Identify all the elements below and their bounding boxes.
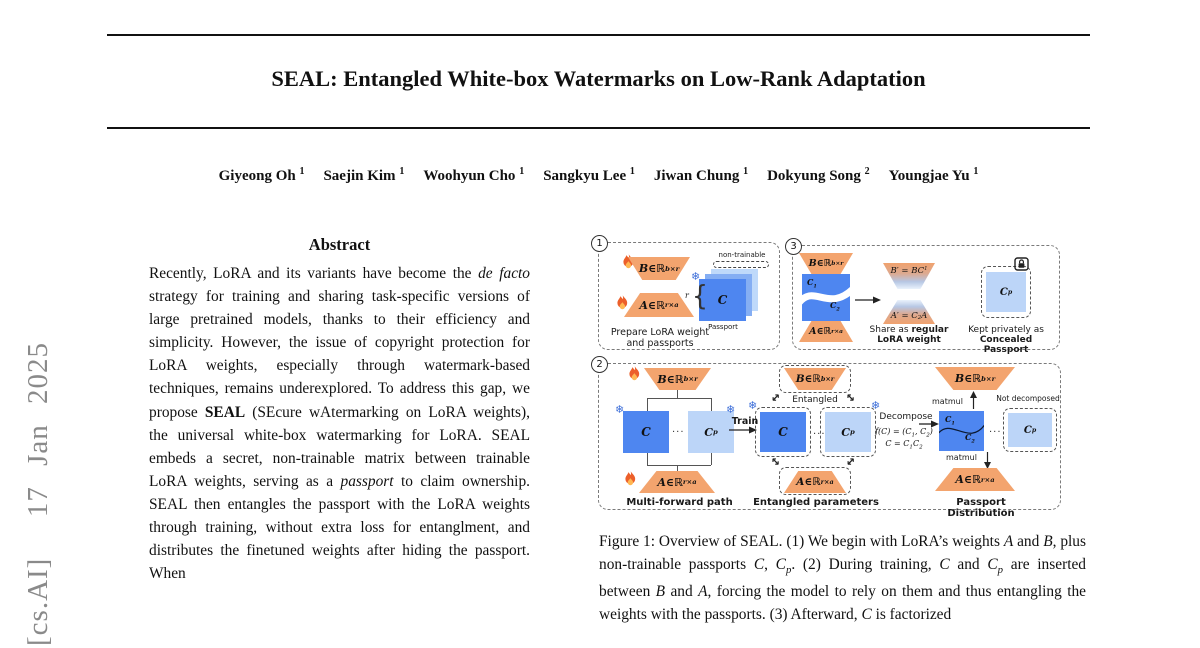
entangled-c-split-graphic [795,274,857,321]
panel-2c-caption: Passport Distribution [947,497,1015,519]
decompose-label: Decompose [879,412,933,422]
entangled-c-outline [755,407,811,457]
matrix-b-label: B ∈ℝ b×r [628,257,690,280]
matrix-b-label: B ∈ℝ b×r [935,367,1015,390]
panel-2-number: 2 [591,356,608,373]
arrow-up-icon [969,391,978,410]
page-title: SEAL: Entangled White-box Watermarks on … [271,66,926,91]
entangled-b-outline [779,365,851,393]
passport-label: Passport [708,323,738,331]
snowflake-icon: ❄ [748,399,758,412]
passport-c-matrix: C [699,279,746,321]
ellipsis: ... [989,424,1002,435]
arxiv-stamp: [cs.AI] 17 Jan 2025 [22,342,54,646]
snowflake-icon: ❄ [691,270,701,283]
c-matrix: C [623,411,669,453]
panel-3-number: 3 [785,238,802,255]
rank-label: r [685,291,689,300]
figure-panel-1: 1 B ∈ℝ b×r A ∈ℝ r×a non-trainable C ❄ r { Pa… [591,235,780,350]
matrix-a-label: A ∈ℝ r×a [624,293,694,317]
connector-line [711,453,712,465]
b-prime-matrix: B′ = BC 1 [883,263,935,289]
ellipsis: ... [672,424,685,435]
kept-caption: Kept privately as Concealed Passport [968,325,1044,355]
connector-line [647,398,711,399]
matrix-a-label: A ∈ℝ r×a [799,321,853,342]
entangle-arrow-icon: ↔ [767,389,784,406]
arrow-right-icon [855,296,881,304]
connector-line [647,465,711,466]
matrix-a-label: A ∈ℝ r×a [639,471,715,493]
non-trainable-bracket [713,261,769,268]
arrow-down-icon [983,452,992,469]
entangled-label: Entangled [792,395,838,405]
matrix-b-label: B ∈ℝ b×r [784,368,846,390]
not-decomposed-label: Not decomposed [996,394,1060,403]
snowflake-icon: ❄ [615,403,625,416]
decomposed-c-graphic [936,411,987,451]
author: Saejin Kim 1 [323,166,405,184]
arrow-right-icon [919,420,939,428]
panel-1-number: 1 [591,235,608,252]
train-label: Train [731,416,759,427]
connector-line [647,453,648,465]
fire-icon [616,295,629,310]
title-rule-bottom [107,127,1090,129]
panel-2a-caption: Multi-forward path [626,497,733,508]
figure-caption: Figure 1: Overview of SEAL. (1) We begin… [599,533,1086,623]
figure-1: 1 B ∈ℝ b×r A ∈ℝ r×a non-trainable C ❄ r { Pa… [591,232,1063,522]
snowflake-icon: ❄ [871,399,881,412]
author: Dokyung Song 2 [767,166,870,184]
snowflake-icon: ❄ [726,403,736,416]
abstract-heading: Abstract [308,235,371,254]
connector-line [677,390,678,398]
share-caption: Share as regular LoRA weight [869,325,949,345]
entangled-a-outline [779,467,851,495]
author-list: Giyeong Oh 1 Saejin Kim 1 Woohyun Cho 1 … [107,166,1090,185]
author: Sangkyu Lee 1 [543,166,635,184]
ellipsis: ... [813,426,826,437]
matrix-a-label: A ∈ℝ r×a [935,468,1015,491]
brace-icon: { [692,279,708,312]
lock-icon [1014,257,1029,271]
author: Youngjae Yu 1 [888,166,979,184]
decompose-formula-1: f(C) = (C1, C2) [875,427,933,439]
connector-line [711,398,712,411]
matmul-up-label: matmul [932,397,963,406]
panel-2b-caption: Entangled parameters [753,497,879,508]
abstract-body: Recently, LoRA and its variants have bec… [149,265,531,583]
connector-line [647,398,648,411]
c1-label: C1 [807,277,817,290]
c-matrix: C [760,412,806,452]
matmul-down-label: matmul [946,453,977,462]
c2-label: C2 [965,432,975,445]
matrix-b-label: B ∈ℝ b×r [644,368,711,390]
author: Jiwan Chung 1 [653,166,749,184]
matrix-a-label: A ∈ℝ r×a [784,471,846,493]
arrow-right-icon [729,426,757,434]
decompose-formula-2: C = C1C2 [885,439,923,451]
c1-label: C1 [945,414,955,427]
entangled-cp-outline [820,407,876,457]
connector-line [677,465,678,472]
fire-icon [628,366,641,381]
c2-label: C2 [830,300,840,313]
fire-icon [624,471,637,486]
non-trainable-label: non-trainable [718,251,766,259]
author: Giyeong Oh 1 [218,166,305,184]
matrix-b-label: B ∈ℝ b×r [799,253,853,274]
title-rule-top [107,34,1090,36]
panel-1-caption: Prepare LoRA weight and passports [610,327,710,349]
author: Woohyun Cho 1 [423,166,525,184]
